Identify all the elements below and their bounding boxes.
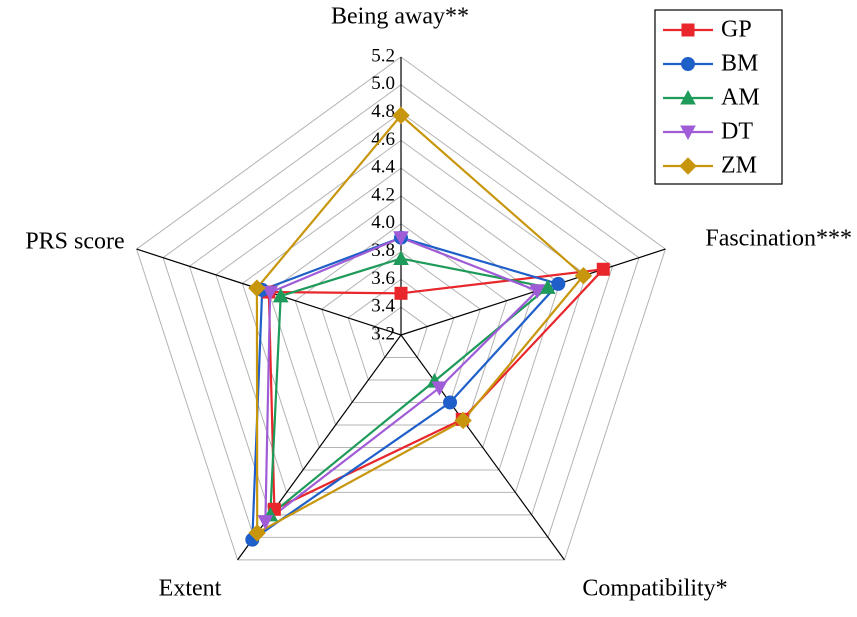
data-point xyxy=(443,395,458,410)
grid-ring xyxy=(268,195,534,448)
axis-label: Compatibility* xyxy=(582,576,727,602)
legend-label: GP xyxy=(721,17,752,43)
legend-marker xyxy=(681,57,695,71)
axis-spoke xyxy=(400,248,666,336)
data-point xyxy=(272,287,289,303)
data-point xyxy=(262,285,278,301)
legend-label: ZM xyxy=(721,153,757,179)
legend-marker xyxy=(680,89,696,105)
grid-ring xyxy=(321,250,481,403)
r-tick-label: 4.8 xyxy=(371,101,395,122)
data-point xyxy=(596,262,610,276)
legend-marker xyxy=(679,157,697,175)
axis-label: Extent xyxy=(159,576,222,602)
grid-ring xyxy=(136,56,666,561)
data-point xyxy=(574,267,593,285)
series-line xyxy=(255,113,585,535)
legend-label: BM xyxy=(721,51,758,77)
data-point xyxy=(248,279,266,297)
data-point xyxy=(529,284,545,299)
r-tick-label: 3.6 xyxy=(371,268,395,289)
data-point xyxy=(248,524,266,542)
axis-label: PRS score xyxy=(25,229,124,255)
series-line xyxy=(251,236,561,542)
r-tick-label: 5.2 xyxy=(371,45,395,66)
series-line xyxy=(269,257,551,518)
series-line xyxy=(264,236,540,524)
data-point xyxy=(551,276,566,291)
r-tick-label: 4.0 xyxy=(371,212,395,233)
grid-ring xyxy=(294,223,508,426)
data-point xyxy=(393,231,409,246)
legend-marker xyxy=(681,23,695,37)
legend-label: DT xyxy=(721,119,753,145)
data-point xyxy=(539,279,556,294)
axis-label: Fascination*** xyxy=(705,226,852,252)
legend-marker xyxy=(680,125,696,141)
legend-label: AM xyxy=(721,85,760,111)
grid-ring xyxy=(373,306,429,358)
data-point xyxy=(454,411,472,430)
data-point xyxy=(393,250,409,266)
data-point xyxy=(394,286,408,300)
grid-ring xyxy=(347,278,455,381)
grid-ring xyxy=(241,167,561,471)
data-point xyxy=(392,106,410,125)
grid-ring xyxy=(162,84,640,538)
grid-ring xyxy=(188,111,614,516)
r-tick-label: 3.2 xyxy=(371,323,395,344)
data-point xyxy=(431,381,448,396)
r-tick-label: 4.2 xyxy=(371,184,395,205)
r-tick-label: 5.0 xyxy=(371,73,395,94)
data-point xyxy=(257,515,274,530)
r-tick-label: 4.4 xyxy=(371,157,395,178)
axis-spoke xyxy=(400,334,565,561)
axis-label: Being away** xyxy=(331,4,469,30)
grid-ring xyxy=(215,139,587,493)
r-tick-label: 3.4 xyxy=(371,296,395,317)
r-tick-label: 3.8 xyxy=(371,240,395,261)
